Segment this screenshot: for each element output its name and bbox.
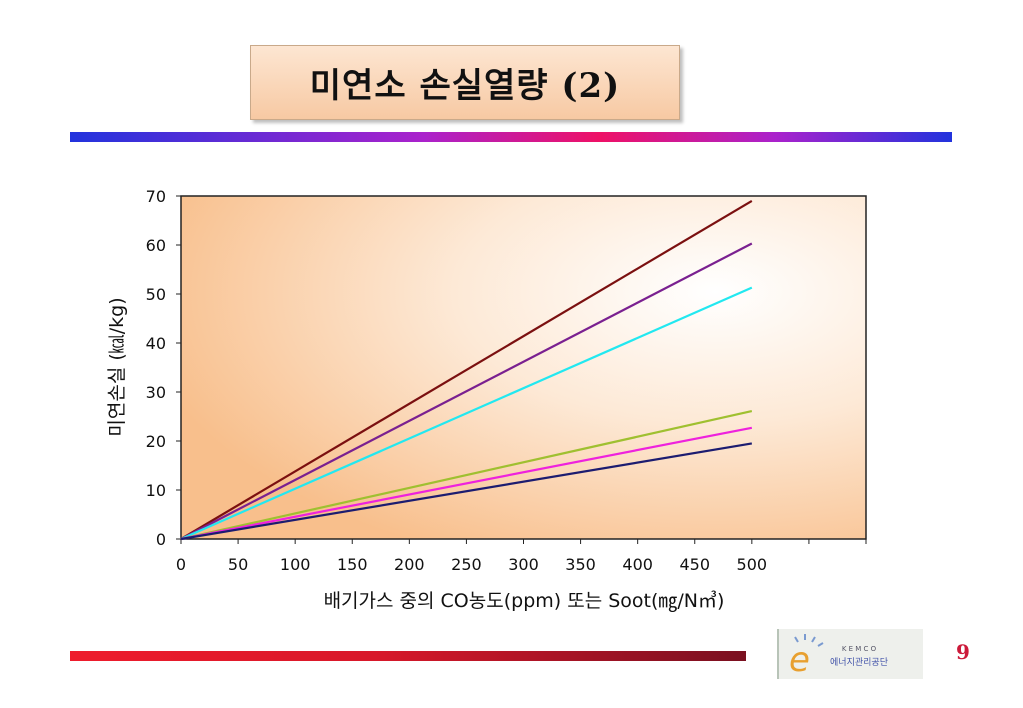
x-axis-ticks: 0 50 100 150 200 250 300 350 400 450 500 [176, 539, 867, 574]
slide-title-box: 미연소 손실열량 (2) [250, 45, 680, 120]
series-line-1 [180, 199, 753, 540]
logo-text-bottom: 에너지관리공단 [830, 657, 888, 668]
x-axis-label: 배기가스 중의 CO농도(ppm) 또는 Soot(㎎/N㎥) [324, 590, 725, 612]
x-tick-label: 50 [228, 555, 248, 574]
x-tick-label: 150 [337, 555, 368, 574]
y-tick-label: 60 [146, 236, 166, 255]
y-tick-label: 30 [146, 383, 166, 402]
y-axis-ticks: 0 10 20 30 40 50 60 70 [146, 187, 181, 549]
series-lines [180, 199, 753, 541]
x-tick-label: 400 [622, 555, 653, 574]
logo-text-top: K E M C O [842, 645, 877, 653]
line-chart: 0 10 20 30 40 50 60 70 0 50 100 150 200 250 300 350 400… [106, 187, 867, 612]
x-tick-label: 200 [394, 555, 425, 574]
plot-area [180, 195, 867, 540]
x-tick-label: 450 [679, 555, 710, 574]
slide-title: 미연소 손실열량 (2) [309, 66, 621, 106]
page-number: 9 [956, 640, 970, 664]
x-tick-label: 100 [280, 555, 311, 574]
y-tick-label: 0 [156, 530, 166, 549]
y-tick-label: 70 [146, 187, 166, 206]
y-tick-label: 40 [146, 334, 166, 353]
x-tick-label: 300 [508, 555, 539, 574]
logo-letter: e [789, 640, 810, 679]
x-tick-label: 350 [565, 555, 596, 574]
series-line-2 [180, 242, 753, 540]
y-tick-label: 20 [146, 432, 166, 451]
x-tick-label: 0 [176, 555, 186, 574]
x-tick-label: 500 [737, 555, 768, 574]
kemco-logo-icon: e K E M C O 에너지관리공단 [789, 634, 888, 680]
kemco-logo: e K E M C O 에너지관리공단 [777, 629, 923, 680]
x-tick-label: 250 [451, 555, 482, 574]
series-line-6 [180, 442, 753, 541]
series-line-4 [180, 410, 753, 541]
series-line-3 [180, 286, 753, 541]
y-tick-label: 10 [146, 481, 166, 500]
y-tick-label: 50 [146, 285, 166, 304]
y-axis-label: 미연손실 (㎉/kg) [106, 297, 128, 436]
bottom-divider-bar [70, 651, 746, 661]
top-divider-bar [70, 132, 952, 142]
series-line-5 [180, 426, 753, 541]
